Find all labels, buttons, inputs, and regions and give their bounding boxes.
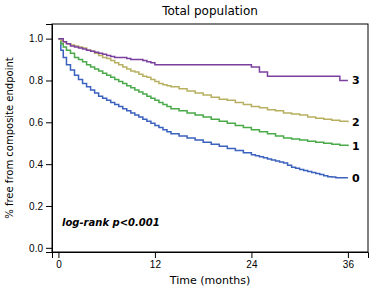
curve-label: 3 bbox=[352, 74, 360, 87]
y-tick-label: 0.8 bbox=[29, 75, 43, 86]
y-axis-title: % free from composite endpoint bbox=[4, 57, 15, 219]
y-tick-label: 0.4 bbox=[29, 159, 43, 170]
x-tick-mark bbox=[348, 252, 349, 258]
y-tick-mark bbox=[46, 80, 52, 81]
annotation: log-rank p<0.001 bbox=[62, 217, 160, 228]
y-axis-line bbox=[46, 25, 53, 253]
y-tick-mark bbox=[46, 164, 52, 165]
x-tick-label: 0 bbox=[56, 259, 62, 270]
x-tick: 36 bbox=[343, 252, 355, 270]
y-tick: 1.0 bbox=[29, 33, 52, 44]
title: Total population bbox=[161, 4, 258, 18]
plot: 01224360.00.20.40.60.81.00123log-rank p<… bbox=[29, 24, 368, 270]
survival-curve bbox=[58, 39, 347, 123]
x-tick: 0 bbox=[56, 252, 62, 270]
survival-curve bbox=[58, 39, 347, 81]
chart: 01224360.00.20.40.60.81.00123log-rank p<… bbox=[0, 0, 380, 290]
curve-label: 2 bbox=[352, 116, 360, 129]
y-tick: 0.0 bbox=[29, 243, 52, 254]
survival-curve bbox=[58, 39, 347, 147]
curve-labels: 0 1 2 3 bbox=[352, 74, 360, 184]
y-tick-label: 0.0 bbox=[29, 243, 43, 254]
survival-curve bbox=[58, 39, 347, 178]
x-axis: 0 12 24 36 bbox=[53, 252, 369, 270]
x-tick-label: 12 bbox=[150, 259, 162, 270]
plot-frame bbox=[52, 24, 368, 252]
x-tick-mark bbox=[251, 252, 252, 258]
y-axis: 0.0 0.2 0.4 0.6 0.8 1.0 bbox=[29, 25, 52, 254]
y-tick-mark bbox=[46, 39, 52, 40]
curve-label: 1 bbox=[352, 140, 360, 153]
y-tick-mark bbox=[46, 248, 52, 249]
x-tick: 24 bbox=[246, 252, 258, 270]
x-tick-mark bbox=[58, 252, 59, 258]
y-tick-mark bbox=[46, 122, 52, 123]
y-tick: 0.2 bbox=[29, 201, 52, 212]
y-tick-label: 0.6 bbox=[29, 117, 43, 128]
x-axis-line bbox=[53, 253, 369, 259]
y-tick: 0.6 bbox=[29, 117, 52, 128]
curves bbox=[58, 39, 347, 178]
x-tick: 12 bbox=[150, 252, 162, 270]
x-tick-mark bbox=[155, 252, 156, 258]
y-tick: 0.8 bbox=[29, 75, 52, 86]
y-tick-label: 1.0 bbox=[29, 33, 43, 44]
x-tick-label: 36 bbox=[343, 259, 355, 270]
curve-label: 0 bbox=[352, 172, 360, 185]
x-axis-title: Time (months) bbox=[169, 274, 250, 287]
y-tick-mark bbox=[46, 206, 52, 207]
x-tick-label: 24 bbox=[246, 259, 258, 270]
y-tick-label: 0.2 bbox=[29, 201, 43, 212]
y-tick: 0.4 bbox=[29, 159, 52, 170]
